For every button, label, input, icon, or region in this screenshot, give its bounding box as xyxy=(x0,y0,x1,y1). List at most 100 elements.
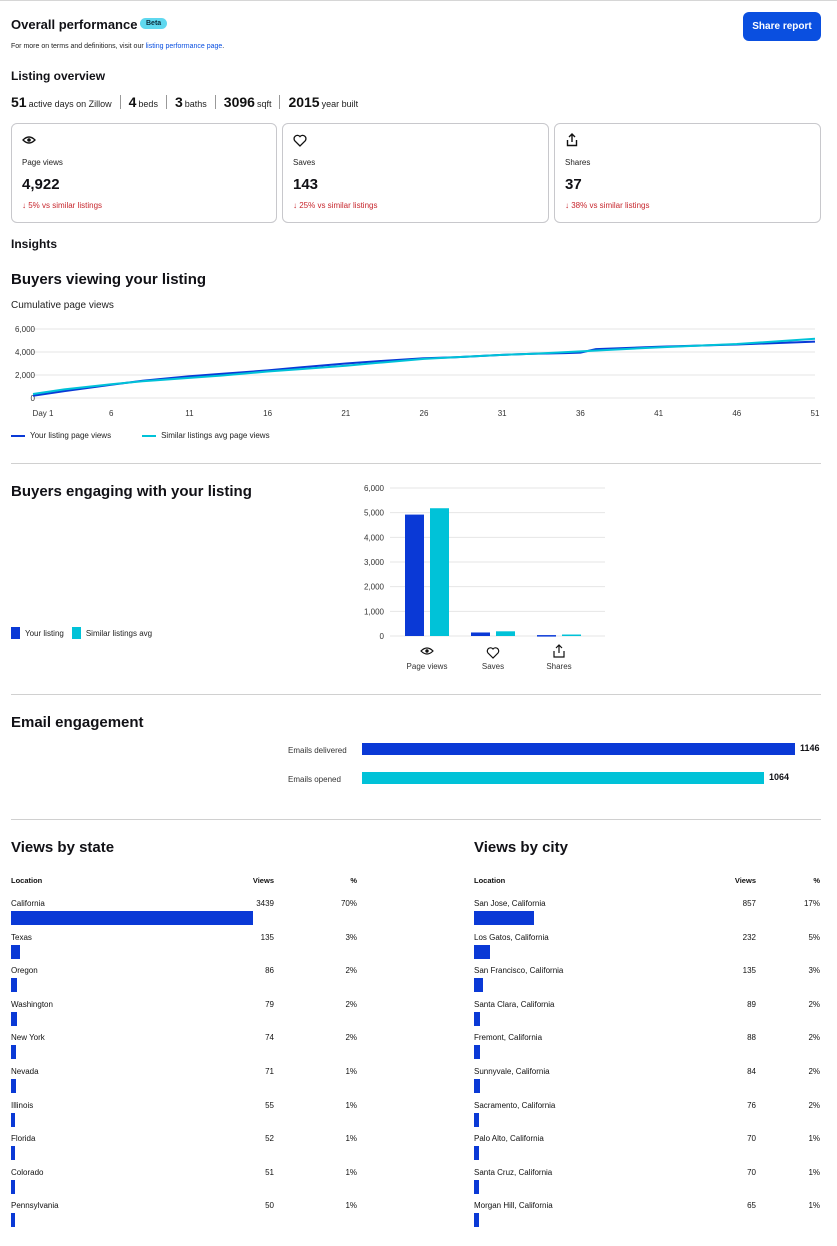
views-percent: 2% xyxy=(345,1033,357,1043)
x-tick-label: 51 xyxy=(811,409,820,418)
views-percent: 3% xyxy=(345,932,357,942)
email-row-value: 1064 xyxy=(769,772,790,782)
share-icon xyxy=(566,133,578,147)
views-bar xyxy=(11,1011,17,1026)
card-delta: ↓ 38% vs similar listings xyxy=(565,201,650,210)
divider xyxy=(214,95,216,109)
views-percent: 1% xyxy=(345,1167,357,1177)
legend-swatch-similar xyxy=(71,627,81,639)
views-percent: 3% xyxy=(808,966,820,976)
location-name: San Jose, California xyxy=(474,899,546,908)
viewing-legend: Your listing page views Similar listings… xyxy=(11,431,270,440)
column-header: Location xyxy=(474,876,506,885)
views-bar xyxy=(11,1079,16,1093)
views-by-state-title: Views by state xyxy=(11,839,115,856)
series-line-your-listing xyxy=(32,340,816,397)
x-tick-label: 46 xyxy=(732,409,741,418)
table-row: San Francisco, California 135 3% xyxy=(474,966,821,996)
legend-label: Similar listings avg xyxy=(85,628,153,638)
views-percent: 1% xyxy=(808,1134,820,1144)
table-row: Washington 79 2% xyxy=(11,1000,358,1030)
x-category-label: Saves xyxy=(482,662,504,671)
x-tick-label: 11 xyxy=(185,409,194,418)
views-bar xyxy=(11,1213,15,1228)
insights-title: Insights xyxy=(11,237,58,251)
card-label: Page views xyxy=(22,158,63,167)
table-row: Oregon 86 2% xyxy=(11,966,358,996)
views-percent: 2% xyxy=(808,1033,820,1043)
location-name: Morgan Hill, California xyxy=(474,1201,553,1211)
email-opened-bar xyxy=(362,772,765,784)
views-percent: 1% xyxy=(345,1134,357,1144)
views-percent: 2% xyxy=(808,1067,820,1076)
divider xyxy=(119,95,121,109)
bar-similar-avg-saves xyxy=(496,631,515,636)
views-count: 135 xyxy=(260,932,274,942)
shares-card: Shares 37 ↓ 38% vs similar listings xyxy=(554,123,821,223)
bar-your-listing-saves xyxy=(471,632,490,636)
listing-stats: 51 active days on Zillow 4 beds 3 baths 309… xyxy=(11,94,358,110)
legend-swatch-your-listing xyxy=(11,627,20,639)
location-name: Santa Clara, California xyxy=(474,999,555,1009)
card-label: Shares xyxy=(565,158,591,167)
table-row: Santa Clara, California 89 2% xyxy=(474,1000,821,1030)
x-tick-label: 21 xyxy=(341,409,350,418)
card-delta: ↓ 5% vs similar listings xyxy=(22,201,103,210)
views-count: 70 xyxy=(747,1167,756,1177)
views-bar xyxy=(474,1112,480,1127)
location-name: Washington xyxy=(11,999,53,1009)
views-count: 70 xyxy=(747,1134,756,1144)
stat-active-days: 51 active days on Zillow xyxy=(11,94,112,110)
divider xyxy=(11,694,821,695)
views-percent: 1% xyxy=(345,1067,357,1076)
y-tick-label: 0 xyxy=(31,394,36,403)
table-row: Sunnyvale, California 84 2% xyxy=(474,1067,821,1097)
x-tick-label: 26 xyxy=(420,409,429,418)
table-row: Nevada 71 1% xyxy=(11,1067,358,1097)
table-row: Los Gatos, California 232 5% xyxy=(474,933,821,963)
location-name: Sacramento, California xyxy=(474,1100,556,1110)
table-row: Florida 52 1% xyxy=(11,1134,358,1164)
cumulative-views-line-chart: 0 2,000 4,000 6,000 Day 1 6 11 16 21 26 31 36 41 46 51 xyxy=(15,325,820,418)
bar-similar-avg-page-views xyxy=(430,508,449,636)
share-report-button[interactable]: Share report xyxy=(743,12,821,41)
column-header: % xyxy=(350,876,357,885)
heart-icon xyxy=(293,134,307,147)
listing-performance-link[interactable]: listing performance page xyxy=(145,43,223,50)
table-row: California 3439 70% xyxy=(11,899,358,929)
x-tick-label: Day 1 xyxy=(33,409,54,418)
y-tick-label: 5,000 xyxy=(364,509,385,518)
location-name: Santa Cruz, California xyxy=(474,1167,553,1177)
location-name: Palo Alto, California xyxy=(474,1134,544,1144)
views-count: 3439 xyxy=(256,899,274,908)
column-header: % xyxy=(813,876,820,885)
views-bar xyxy=(474,911,534,925)
table-row: Santa Cruz, California 70 1% xyxy=(474,1168,821,1198)
location-name: Colorado xyxy=(11,1167,44,1177)
views-percent: 70% xyxy=(340,899,357,908)
views-bar xyxy=(11,1045,17,1060)
views-bar xyxy=(11,1146,15,1161)
card-value: 37 xyxy=(565,176,582,193)
views-percent: 1% xyxy=(345,1100,357,1110)
location-name: Fremont, California xyxy=(474,1033,543,1043)
engagement-bar-chart: 0 1,000 2,000 3,000 4,000 5,000 6,000 Page view… xyxy=(364,484,605,671)
location-name: Florida xyxy=(11,1134,36,1144)
y-tick-label: 0 xyxy=(380,632,385,641)
views-percent: 2% xyxy=(345,966,357,976)
page-views-card: Page views 4,922 ↓ 5% vs similar listing… xyxy=(11,123,277,223)
views-bar xyxy=(474,1011,481,1026)
eye-icon xyxy=(22,136,36,144)
share-icon xyxy=(553,644,565,658)
divider xyxy=(11,819,821,820)
location-name: Nevada xyxy=(11,1067,39,1076)
y-tick-label: 3,000 xyxy=(364,558,385,567)
views-percent: 1% xyxy=(808,1201,820,1211)
views-percent: 1% xyxy=(808,1167,820,1177)
card-value: 4,922 xyxy=(22,176,60,193)
views-count: 135 xyxy=(742,966,756,976)
location-name: Pennsylvania xyxy=(11,1201,59,1211)
engaging-legend: Your listing Similar listings avg xyxy=(11,627,152,639)
page-title: Overall performance xyxy=(11,17,138,32)
views-percent: 2% xyxy=(808,999,820,1009)
